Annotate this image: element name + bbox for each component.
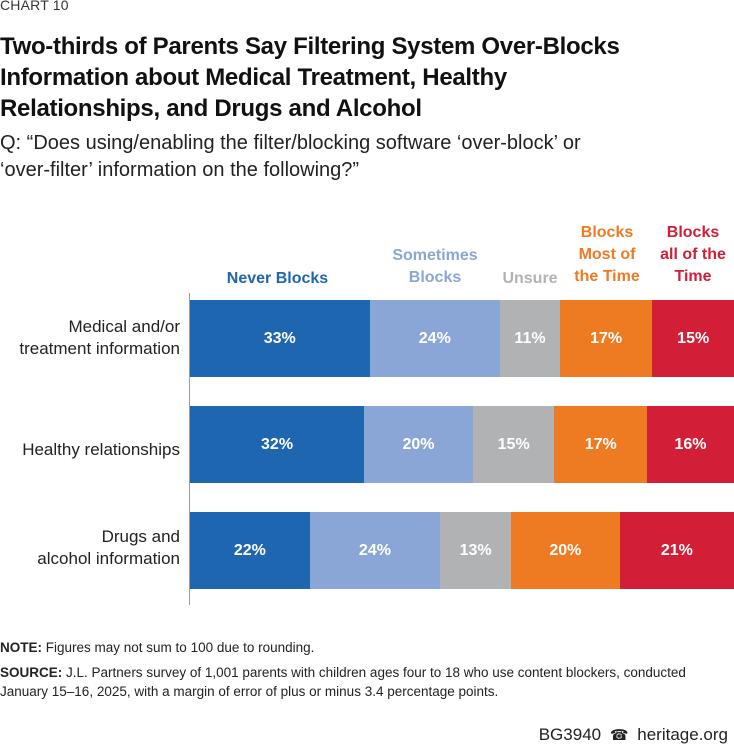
bar-value-label: 15%: [497, 435, 530, 453]
question-line: Q: “Does using/enabling the filter/block…: [0, 132, 581, 154]
bar-value-label: 20%: [549, 541, 582, 559]
title-line: Two-thirds of Parents Say Filtering Syst…: [0, 33, 620, 60]
title-line: Information about Medical Treatment, Hea…: [0, 64, 507, 91]
bar-segment-blocks-most: 17%: [559, 300, 653, 377]
bar-segment-unsure: 13%: [440, 512, 511, 589]
bar-segment-blocks-most: 20%: [510, 512, 620, 589]
bar-value-label: 22%: [233, 541, 266, 559]
category-label-line: treatment information: [19, 339, 180, 358]
source-text: January 15–16, 2025, with a margin of er…: [0, 684, 499, 699]
bar-value-label: 11%: [514, 329, 546, 347]
note-label: NOTE:: [0, 640, 42, 655]
bar-value-label: 33%: [263, 329, 296, 347]
category-label-medical: Medical and/or treatment information: [0, 316, 180, 360]
legend-label: Most of: [578, 246, 636, 263]
chart-number: CHART 10: [0, 0, 69, 13]
survey-question: Q: “Does using/enabling the filter/block…: [0, 130, 730, 184]
question-line: ‘over-filter’ information on the followi…: [0, 159, 360, 181]
site-link: heritage.org: [637, 725, 728, 744]
title-line: Relationships, and Drugs and Alcohol: [0, 95, 422, 122]
legend-label: Unsure: [502, 270, 558, 287]
bar-segment-unsure: 11%: [500, 300, 560, 377]
legend-sometimes-blocks: Sometimes Blocks: [370, 245, 500, 289]
legend-blocks-most: Blocks Most of the Time: [562, 222, 652, 288]
chart-title: Two-thirds of Parents Say Filtering Syst…: [0, 31, 730, 124]
legend-label: Never Blocks: [226, 270, 329, 287]
source: SOURCE: J.L. Partners survey of 1,001 pa…: [0, 663, 730, 701]
source-text: J.L. Partners survey of 1,001 parents wi…: [66, 665, 686, 680]
bar-value-label: 24%: [358, 541, 391, 559]
bar-value-label: 16%: [674, 435, 707, 453]
bar-value-label: 13%: [459, 541, 492, 559]
bar-segment-sometimes-blocks: 20%: [364, 406, 473, 483]
bar-segment-sometimes-blocks: 24%: [309, 512, 441, 589]
bar-value-label: 17%: [590, 329, 623, 347]
legend-unsure: Unsure: [497, 268, 563, 290]
bar-value-label: 15%: [677, 329, 710, 347]
legend-label: Blocks: [666, 224, 720, 241]
category-label-line: alcohol information: [37, 549, 180, 568]
category-label-drugs: Drugs and alcohol information: [0, 526, 180, 570]
phone-icon: ☎: [609, 727, 629, 744]
bar-segment-blocks-all: 15%: [652, 300, 734, 377]
report-code: BG3940: [538, 725, 602, 744]
bar-segment-never-blocks: 33%: [190, 300, 370, 377]
category-label-line: Healthy relationships: [22, 440, 180, 459]
legend-label: Sometimes: [392, 247, 478, 264]
category-label-line: Medical and/or: [68, 317, 180, 336]
footer: BG3940 ☎ heritage.org: [539, 725, 728, 745]
bar-segment-never-blocks: 22%: [190, 512, 310, 589]
legend-blocks-all: Blocks all of the Time: [652, 222, 734, 288]
legend-label: all of the: [660, 246, 726, 263]
bar-value-label: 21%: [660, 541, 693, 559]
bar-value-label: 32%: [261, 435, 294, 453]
bar-value-label: 17%: [584, 435, 617, 453]
category-axis-line: [189, 293, 190, 605]
legend-label: Blocks: [580, 224, 634, 241]
legend-label: Time: [674, 268, 712, 285]
bar-segment-unsure: 15%: [472, 406, 555, 483]
source-label: SOURCE:: [0, 665, 63, 680]
category-label-line: Drugs and: [101, 527, 180, 546]
legend-label: the Time: [574, 268, 640, 285]
legend-label: Blocks: [408, 269, 462, 286]
legend-never-blocks: Never Blocks: [205, 268, 350, 290]
bar-segment-blocks-most: 17%: [554, 406, 647, 483]
bar-value-label: 24%: [418, 329, 451, 347]
bar-segment-never-blocks: 32%: [190, 406, 365, 483]
category-label-relationships: Healthy relationships: [0, 439, 180, 461]
note-text: Figures may not sum to 100 due to roundi…: [45, 640, 315, 655]
bar-value-label: 20%: [402, 435, 435, 453]
bar-segment-blocks-all: 21%: [619, 512, 734, 589]
note: NOTE: Figures may not sum to 100 due to …: [0, 638, 730, 657]
bar-segment-blocks-all: 16%: [646, 406, 734, 483]
bar-segment-sometimes-blocks: 24%: [369, 300, 501, 377]
